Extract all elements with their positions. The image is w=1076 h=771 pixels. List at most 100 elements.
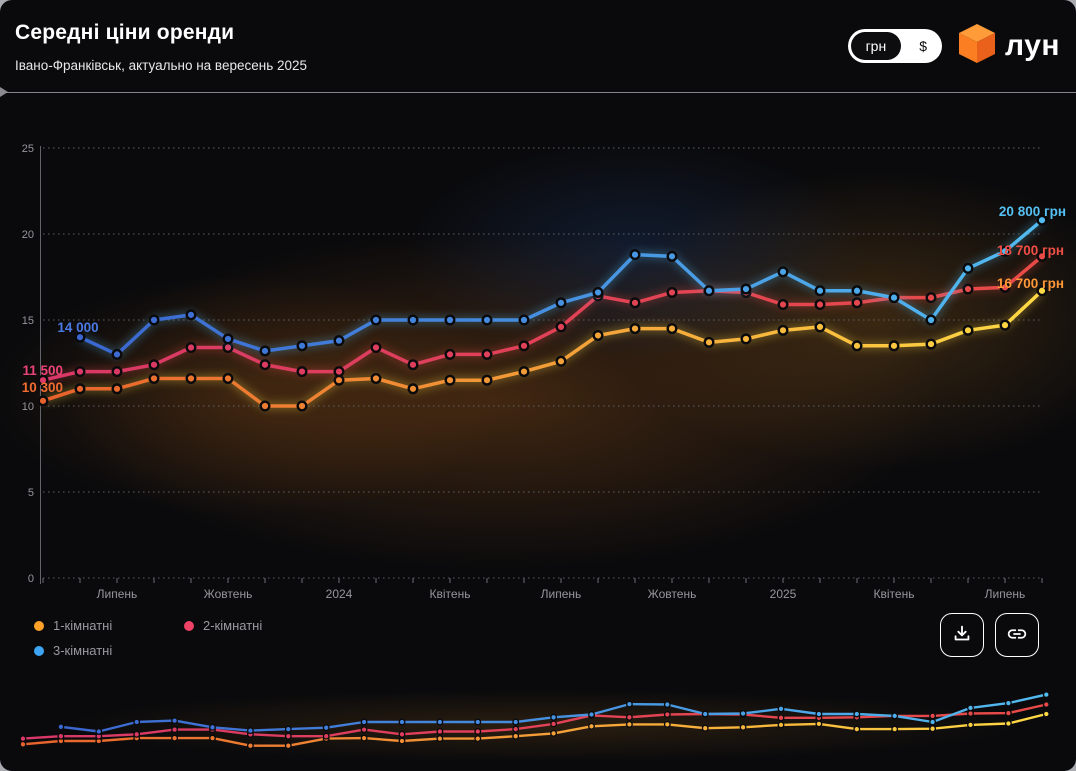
data-point xyxy=(925,314,937,326)
data-point xyxy=(37,395,49,407)
ambient-glow xyxy=(405,140,865,360)
series-line-3-кімнатні xyxy=(78,218,1044,357)
data-point xyxy=(222,342,234,354)
lun-logo[interactable]: лун xyxy=(958,24,1060,68)
data-point xyxy=(962,283,974,295)
data-point xyxy=(259,400,271,412)
header-divider xyxy=(0,92,1076,93)
value-annotation: 10 300 xyxy=(22,380,63,395)
data-point xyxy=(444,314,456,326)
data-point xyxy=(740,286,752,298)
data-point xyxy=(814,321,826,333)
value-annotation: 16 700 грн xyxy=(997,276,1064,291)
data-point xyxy=(222,372,234,384)
copy-link-button[interactable] xyxy=(995,613,1039,657)
data-point xyxy=(666,323,678,335)
data-point xyxy=(370,342,382,354)
data-point xyxy=(703,285,715,297)
legend-label: 3-кімнатні xyxy=(53,643,113,658)
data-point xyxy=(999,245,1011,257)
page-subtitle: Івано-Франківськ, актуально на вересень … xyxy=(15,58,308,73)
data-point xyxy=(666,286,678,298)
data-point xyxy=(407,383,419,395)
data-point xyxy=(185,372,197,384)
download-button[interactable] xyxy=(940,613,984,657)
data-point xyxy=(777,324,789,336)
data-point xyxy=(740,333,752,345)
currency-toggle[interactable]: грн $ xyxy=(847,29,942,63)
data-point xyxy=(777,266,789,278)
data-point xyxy=(296,366,308,378)
header: Середні ціни оренди Івано-Франківськ, ак… xyxy=(0,0,1076,92)
data-point xyxy=(592,286,604,298)
x-axis-label: Квітень xyxy=(430,587,471,601)
data-point xyxy=(851,297,863,309)
data-point xyxy=(888,340,900,352)
legend-item-1room: 1-кімнатні xyxy=(34,618,184,633)
data-point xyxy=(851,340,863,352)
logo-text: лун xyxy=(1005,29,1060,62)
data-point xyxy=(222,333,234,345)
data-point xyxy=(518,366,530,378)
data-point xyxy=(555,297,567,309)
data-point xyxy=(851,285,863,297)
legend-label: 2-кімнатні xyxy=(203,618,263,633)
x-axis-label: 2024 xyxy=(326,587,353,601)
data-point xyxy=(259,345,271,357)
data-point xyxy=(259,359,271,371)
data-point xyxy=(111,348,123,360)
legend-dot-2room-icon xyxy=(184,620,194,631)
ambient-glow xyxy=(60,230,940,570)
data-point xyxy=(148,372,160,384)
data-point xyxy=(925,292,937,304)
data-point xyxy=(444,348,456,360)
y-axis-label: 10 xyxy=(22,401,34,413)
data-point xyxy=(629,323,641,335)
value-annotation: 20 800 грн xyxy=(999,204,1066,219)
x-axis-label: Жовтень xyxy=(204,587,253,601)
ambient-glow xyxy=(610,170,1076,470)
data-point xyxy=(777,299,789,311)
data-point xyxy=(481,314,493,326)
data-point xyxy=(407,359,419,371)
data-point xyxy=(814,299,826,311)
currency-option-usd[interactable]: $ xyxy=(919,38,927,54)
timeline-minimap[interactable] xyxy=(0,686,1076,758)
data-point xyxy=(481,374,493,386)
data-point xyxy=(888,292,900,304)
series-glow-3-кімнатні xyxy=(78,216,1045,360)
y-axis-label: 0 xyxy=(28,573,34,585)
legend-item-2room: 2-кімнатні xyxy=(184,618,262,633)
data-point xyxy=(518,314,530,326)
series-line-1-кімнатні xyxy=(41,289,1044,408)
y-axis-label: 20 xyxy=(22,229,34,241)
data-point xyxy=(444,374,456,386)
y-axis-label: 15 xyxy=(22,315,34,327)
currency-option-uah[interactable]: грн xyxy=(850,32,902,60)
data-point xyxy=(111,366,123,378)
data-point xyxy=(629,297,641,309)
data-point xyxy=(1036,214,1048,226)
legend-label: 1-кімнатні xyxy=(53,618,113,633)
data-point xyxy=(185,342,197,354)
data-point xyxy=(74,331,86,343)
x-axis-label: Липень xyxy=(97,587,138,601)
value-annotation: 18 700 грн xyxy=(997,243,1064,258)
series-glow-2-кімнатні xyxy=(41,252,1045,385)
data-point xyxy=(333,366,345,378)
value-annotation: 11 500 xyxy=(22,363,63,378)
data-point xyxy=(1036,250,1048,262)
data-point xyxy=(592,329,604,341)
data-point xyxy=(740,283,752,295)
data-point xyxy=(148,314,160,326)
x-axis-label: Липень xyxy=(985,587,1026,601)
data-point xyxy=(703,336,715,348)
data-point xyxy=(666,250,678,262)
data-point xyxy=(370,314,382,326)
data-point xyxy=(111,383,123,395)
data-point xyxy=(481,348,493,360)
data-point xyxy=(1036,285,1048,297)
orange-cube-icon xyxy=(958,23,996,69)
data-point xyxy=(185,309,197,321)
